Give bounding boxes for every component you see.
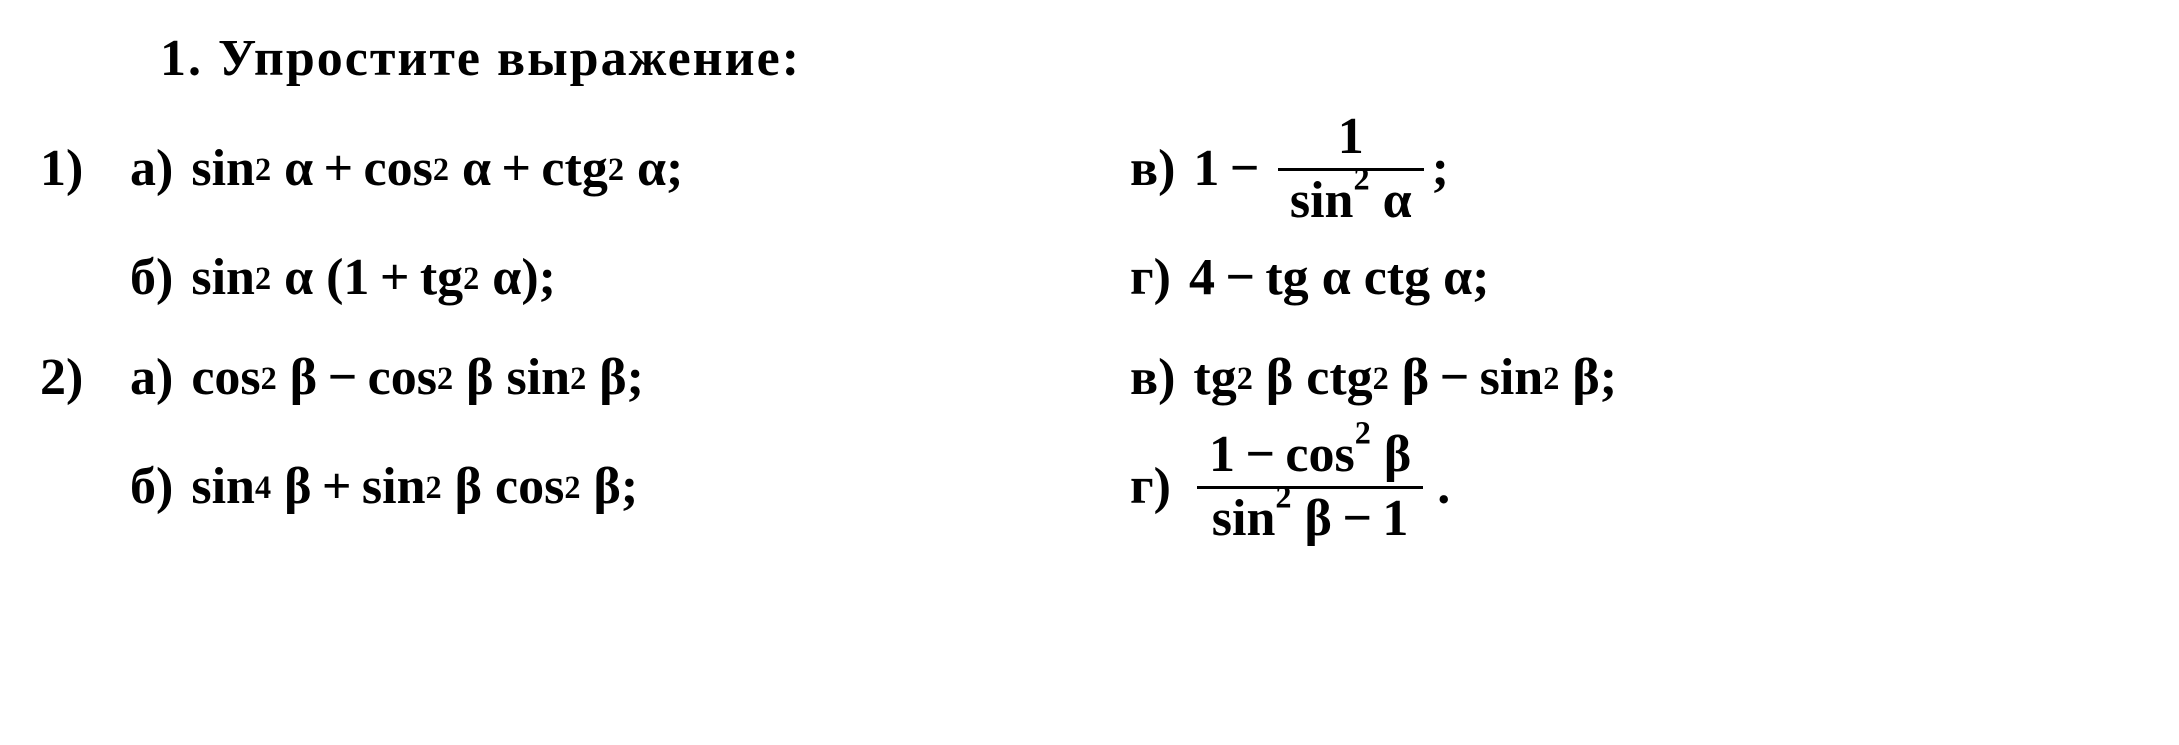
item-2b: б) sin4β+sin2βcos2β; xyxy=(130,448,1130,526)
item-1v: в) 1− 1 sin2α ; xyxy=(1130,110,1449,228)
label-b-2: б) xyxy=(130,448,173,526)
label-b: б) xyxy=(130,239,173,317)
row-1a-1v: 1) а) sin2α+cos2α+ctg2α; в) 1− 1 sin2α ; xyxy=(40,110,2139,228)
expression-1v: 1− 1 sin2α ; xyxy=(1193,110,1449,228)
label-v-2: в) xyxy=(1130,339,1175,417)
expression-1a: sin2α+cos2α+ctg2α; xyxy=(191,130,683,208)
row-1b-1g: б) sin2α(1+tg2α); г) 4−tgαctgα; xyxy=(40,228,2139,328)
item-1b: б) sin2α(1+tg2α); xyxy=(130,239,1130,317)
expression-2g: 1−cos2β sin2β−1 . xyxy=(1189,428,1450,546)
item-2v: в) tg2βctg2β−sin2β; xyxy=(1130,339,1617,417)
exercise-title: 1. Упростите выражение: xyxy=(160,20,2139,98)
item-2g: г) 1−cos2β sin2β−1 . xyxy=(1130,428,1450,546)
expression-2b: sin4β+sin2βcos2β; xyxy=(191,448,638,526)
row-2a-2v: 2) а) cos2β−cos2βsin2β; в) tg2βctg2β−sin… xyxy=(40,328,2139,428)
item-2a: а) cos2β−cos2βsin2β; xyxy=(130,339,1130,417)
fraction-2g: 1−cos2β sin2β−1 xyxy=(1197,428,1423,546)
item-1g: г) 4−tgαctgα; xyxy=(1130,239,1489,317)
label-g-2: г) xyxy=(1130,448,1171,526)
label-v: в) xyxy=(1130,130,1175,208)
expression-1g: 4−tgαctgα; xyxy=(1189,239,1490,317)
group-number-2: 2) xyxy=(40,339,130,417)
expression-1b: sin2α(1+tg2α); xyxy=(191,239,556,317)
fraction-1v: 1 sin2α xyxy=(1278,110,1424,228)
label-g: г) xyxy=(1130,239,1171,317)
row-2b-2g: б) sin4β+sin2βcos2β; г) 1−cos2β sin2β−1 … xyxy=(40,428,2139,546)
expression-2a: cos2β−cos2βsin2β; xyxy=(191,339,644,417)
label-a: а) xyxy=(130,130,173,208)
label-a-2: а) xyxy=(130,339,173,417)
item-1a: а) sin2α+cos2α+ctg2α; xyxy=(130,130,1130,208)
expression-2v: tg2βctg2β−sin2β; xyxy=(1193,339,1617,417)
group-number-1: 1) xyxy=(40,130,130,208)
